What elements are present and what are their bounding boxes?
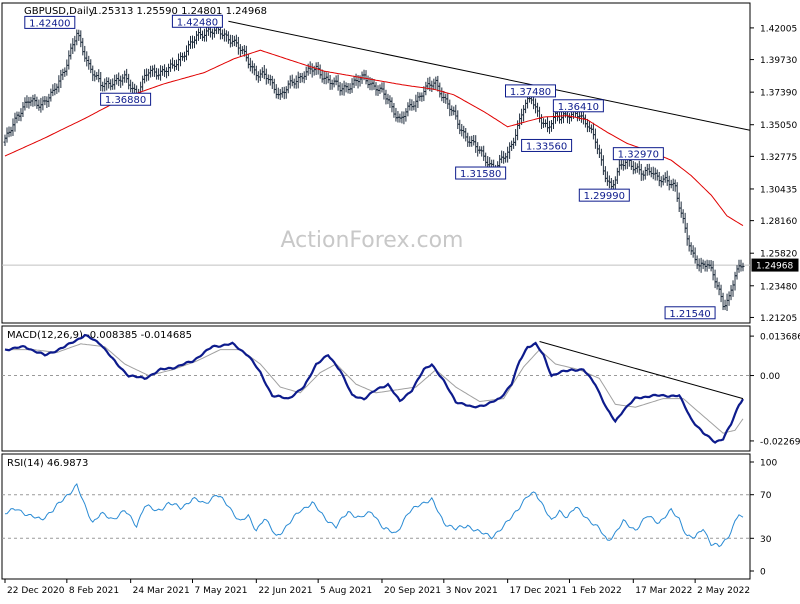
x-tick-label: 7 May 2021 bbox=[194, 586, 247, 596]
price-y-tick-label: 1.42005 bbox=[760, 24, 797, 34]
macd-trendline bbox=[539, 341, 744, 400]
level-annotation-box bbox=[552, 99, 604, 113]
x-tick-label: 1 Feb 2022 bbox=[571, 586, 621, 596]
macd-series-layer bbox=[2, 333, 750, 444]
level-annotation-label: 1.31580 bbox=[460, 169, 501, 180]
macd-panel-frame bbox=[1, 325, 751, 452]
price-y-tick-label: 1.30435 bbox=[760, 185, 797, 195]
level-annotation-label: 1.36880 bbox=[105, 95, 146, 106]
level-annotation-label: 1.21540 bbox=[669, 309, 710, 320]
price-y-tick-label: 1.25820 bbox=[760, 250, 797, 260]
price-y-tick-label: 1.21205 bbox=[760, 314, 797, 324]
price-panel-frame bbox=[1, 2, 751, 324]
macd-label: MACD(12,26,9) -0.008385 -0.014685 bbox=[7, 330, 192, 341]
level-annotation-box bbox=[578, 188, 630, 202]
level-annotation-box bbox=[505, 84, 557, 98]
price-y-tick-label: 1.39730 bbox=[760, 56, 797, 66]
rsi-line bbox=[4, 483, 744, 548]
level-annotation-label: 1.42400 bbox=[29, 18, 70, 29]
level-annotation-label: 1.29990 bbox=[584, 191, 625, 202]
level-annotation-box bbox=[171, 14, 223, 28]
rsi-y-tick-label: 70 bbox=[760, 491, 772, 501]
current-price-label: 1.24968 bbox=[756, 262, 793, 272]
rsi-series-layer bbox=[2, 483, 750, 548]
x-tick-label: 8 Feb 2021 bbox=[69, 586, 119, 596]
rsi-y-tick-label: 0 bbox=[760, 568, 766, 578]
macd-line bbox=[4, 333, 744, 444]
level-annotation-box bbox=[24, 15, 76, 29]
x-tick-label: 22 Dec 2020 bbox=[7, 586, 65, 596]
level-annotation-label: 1.42480 bbox=[177, 17, 218, 28]
rsi-label: RSI(14) 46.9873 bbox=[7, 458, 88, 469]
x-tick-label: 17 Dec 2021 bbox=[510, 586, 567, 596]
level-annotation-label: 1.37480 bbox=[510, 87, 551, 98]
macd-y-tick-label: 0.013686 bbox=[760, 333, 800, 343]
rsi-panel-frame bbox=[1, 453, 751, 580]
level-annotation-box bbox=[521, 138, 573, 152]
level-annotation-label: 1.32970 bbox=[618, 150, 659, 161]
macd-y-tick-label: -0.022698 bbox=[760, 437, 800, 447]
price-y-tick-label: 1.32775 bbox=[760, 153, 797, 163]
level-annotation-label: 1.33560 bbox=[526, 141, 567, 152]
x-tick-label: 5 Aug 2021 bbox=[320, 586, 372, 596]
level-annotation-box bbox=[455, 166, 507, 180]
price-y-tick-label: 1.23480 bbox=[760, 282, 797, 292]
rsi-y-tick-label: 100 bbox=[760, 459, 777, 469]
price-y-tick-label: 1.37390 bbox=[760, 89, 797, 99]
x-tick-label: 22 Jun 2021 bbox=[258, 586, 312, 596]
level-annotation-box bbox=[664, 306, 716, 320]
rsi-y-tick-label: 30 bbox=[760, 535, 772, 545]
x-tick-label: 2 May 2022 bbox=[697, 586, 750, 596]
price-y-tick-label: 1.35050 bbox=[760, 121, 797, 131]
level-annotation-box bbox=[100, 92, 152, 106]
macd-y-tick-label: 0.00 bbox=[760, 372, 780, 382]
watermark-text: ActionForex.com bbox=[281, 228, 464, 253]
symbol-label: GBPUSD,Daily bbox=[24, 6, 95, 17]
level-annotation-box bbox=[612, 147, 664, 161]
axis-layer: 1.42005 1.39730 1.37390 1.35050 1.32775 1.304… bbox=[4, 24, 800, 596]
ohlc-values: 1.25313 1.25590 1.24801 1.24968 bbox=[92, 6, 267, 17]
price-trendline bbox=[228, 20, 751, 131]
x-tick-label: 20 Sep 2021 bbox=[384, 586, 441, 596]
price-series-layer: 1.42400 1.42480 1.36880 1.37480 1.36410 1.335… bbox=[2, 14, 751, 320]
x-tick-label: 3 Nov 2021 bbox=[446, 586, 498, 596]
current-price-marker bbox=[751, 258, 799, 272]
price-y-tick-label: 1.28160 bbox=[760, 217, 797, 227]
x-tick-label: 24 Mar 2021 bbox=[133, 586, 190, 596]
level-annotation-label: 1.36410 bbox=[558, 102, 599, 113]
x-tick-label: 17 Mar 2022 bbox=[635, 586, 692, 596]
